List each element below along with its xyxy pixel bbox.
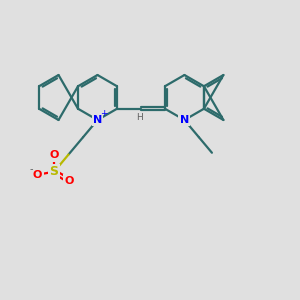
Text: -: -: [29, 164, 33, 174]
Text: N: N: [180, 115, 189, 125]
Text: N: N: [93, 115, 102, 125]
Text: O: O: [64, 176, 74, 186]
Text: O: O: [50, 150, 59, 160]
Text: S: S: [50, 165, 58, 178]
Text: O: O: [33, 170, 42, 180]
Text: +: +: [100, 110, 107, 118]
Text: H: H: [136, 112, 143, 122]
